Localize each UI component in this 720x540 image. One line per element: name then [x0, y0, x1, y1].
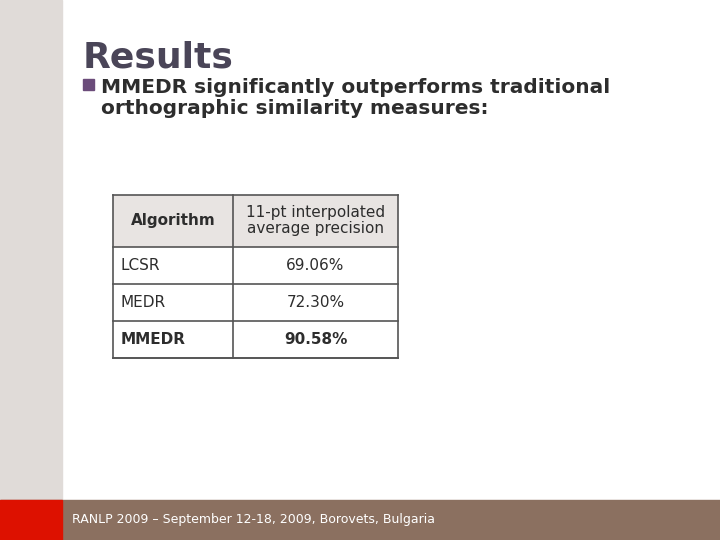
- Bar: [83, 79, 94, 90]
- Text: 72.30%: 72.30%: [287, 295, 345, 310]
- Text: 69.06%: 69.06%: [287, 258, 345, 273]
- Bar: [0, 500, 62, 540]
- Text: MMEDR significantly outperforms traditional: MMEDR significantly outperforms traditio…: [101, 78, 611, 97]
- Text: Results: Results: [83, 40, 234, 74]
- Bar: [113, 195, 398, 247]
- Text: MEDR: MEDR: [121, 295, 166, 310]
- Bar: [0, 500, 720, 540]
- Text: LCSR: LCSR: [121, 258, 161, 273]
- Text: Algorithm: Algorithm: [130, 213, 215, 228]
- Text: RANLP 2009 – September 12-18, 2009, Borovets, Bulgaria: RANLP 2009 – September 12-18, 2009, Boro…: [72, 514, 435, 526]
- Text: 11-pt interpolated: 11-pt interpolated: [246, 206, 385, 220]
- Text: 90.58%: 90.58%: [284, 332, 347, 347]
- Text: average precision: average precision: [247, 221, 384, 237]
- Bar: [113, 195, 398, 358]
- Bar: [0, 0, 62, 540]
- Text: MMEDR: MMEDR: [121, 332, 186, 347]
- Text: orthographic similarity measures:: orthographic similarity measures:: [101, 99, 488, 118]
